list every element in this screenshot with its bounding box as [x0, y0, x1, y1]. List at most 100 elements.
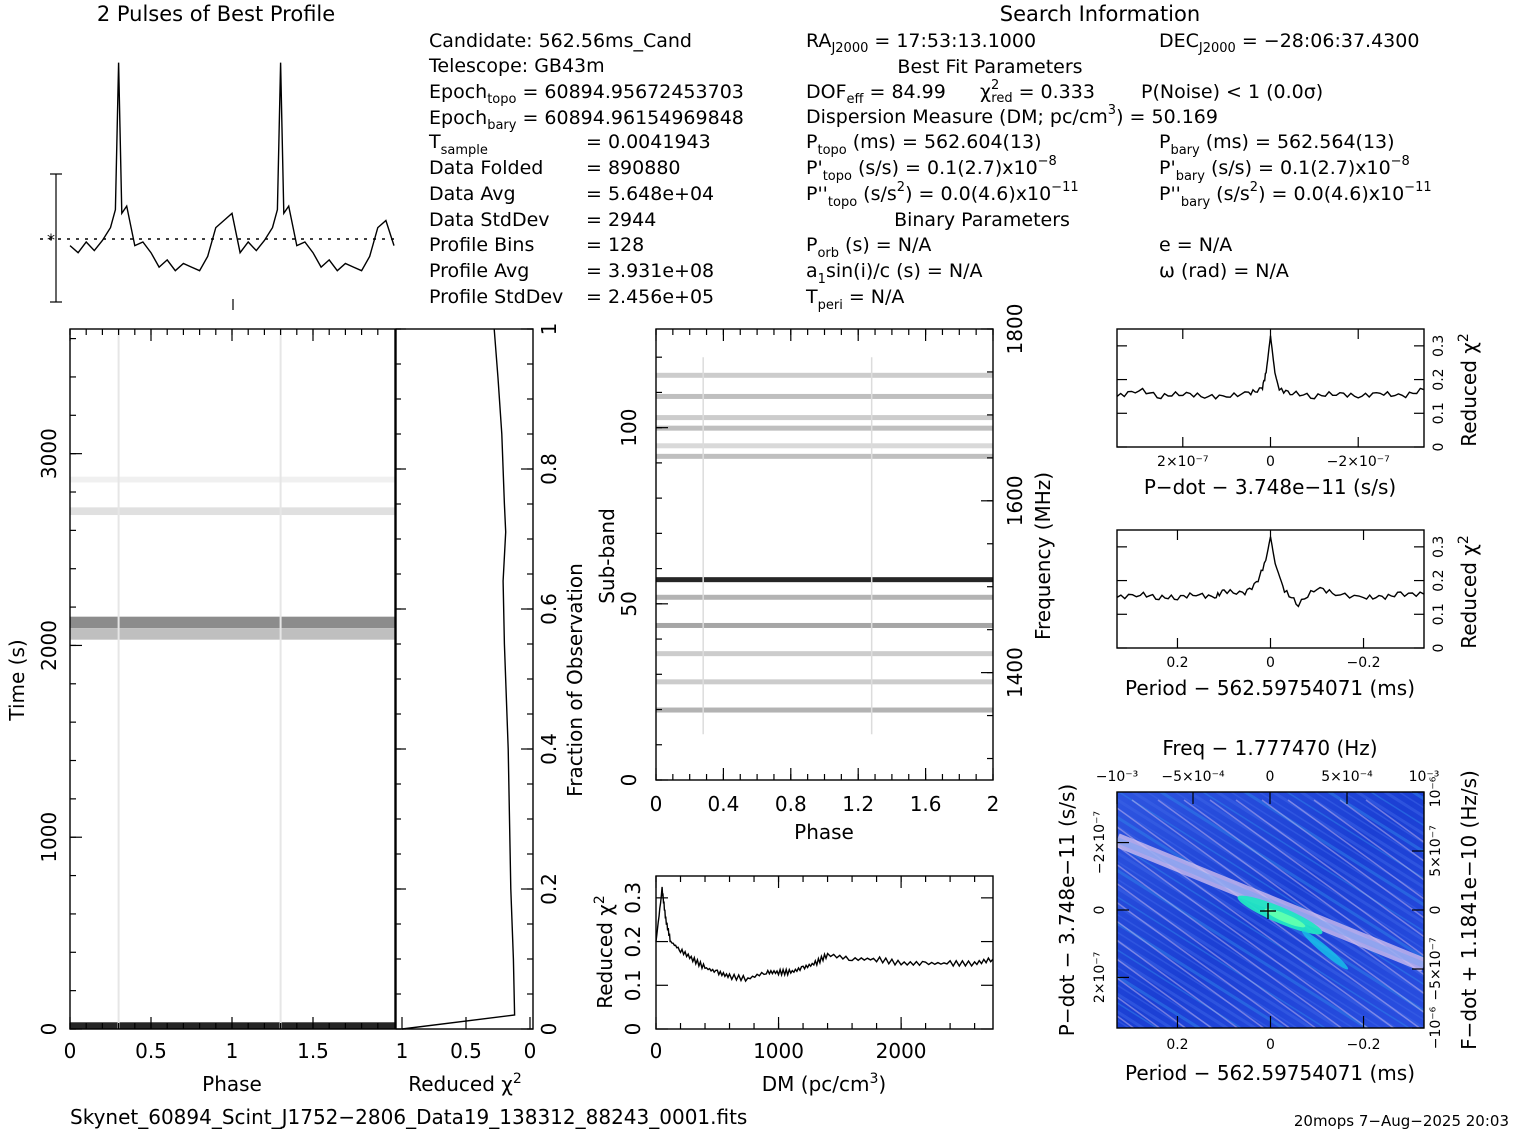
a1-line: a1sin(i)/c (s) = N/A [806, 260, 982, 287]
ppdot-stripe [1145, 792, 1424, 968]
ppdot-top-tick: 10⁻³ [1409, 769, 1440, 785]
pdot-xlabel: P−dot − 3.748e−11 (s/s) [1144, 475, 1396, 499]
ppdot-stripe [1117, 966, 1215, 1028]
ppdot-secondary-lobe [1301, 930, 1349, 970]
ppdot-stripe [1117, 992, 1174, 1028]
ppdot-faint-streak [1183, 799, 1424, 976]
subband-xtick: 0 [650, 792, 663, 816]
ppdot-xtick: 0.2 [1166, 1037, 1188, 1053]
ppdot-faint-streak [1117, 844, 1369, 1028]
ppdot-y2tick: 5×10⁻⁷ [1428, 825, 1444, 876]
ppdot-ytick: 0 [1092, 906, 1108, 915]
time-phase-ytick: 3000 [37, 428, 61, 479]
time-phase-ytick: 2000 [37, 620, 61, 671]
chi2-fraction-xlabel: Reduced χ2 [408, 1071, 522, 1096]
subband-bands [656, 357, 993, 735]
pdLine-xtick: 2×10⁻⁷ [1157, 454, 1208, 470]
ppdot-best-marker [1260, 903, 1276, 919]
period-frame [1116, 529, 1425, 649]
chi2-fraction-xtick: 1 [396, 1039, 409, 1063]
search-info: RAJ2000 = 17:53:13.1000 DECJ2000 = −28:06:… [805, 30, 1432, 313]
dm-ylabel: Reduced χ2 [592, 895, 617, 1009]
subband-band [656, 393, 993, 399]
ppdot-stripe [1285, 792, 1424, 880]
pdLine-ytick: 0.2 [1431, 368, 1447, 390]
candidate-info: Candidate: 562.56ms_Cand Telescope: GB43… [428, 30, 744, 308]
ppdot-faint-streak [1117, 996, 1161, 1028]
ppdot-stripe [1341, 792, 1424, 844]
binary-params-title: Binary Parameters [894, 209, 1070, 231]
subband-y2tick: 1400 [1003, 647, 1027, 698]
subband-ticks: 0 0.4 0.8 1.2 1.6 2 0 50 100 1400 1600 1800 [617, 304, 1027, 816]
chi2-fraction-xtick: 0.5 [450, 1039, 482, 1063]
ppdot-stripe [1117, 948, 1243, 1028]
subband-band [656, 622, 993, 628]
search-info-title: Search Information [1000, 2, 1200, 26]
ppdot-title: Freq − 1.777470 (Hz) [1162, 736, 1377, 760]
ppdot-faint-streak [1117, 882, 1317, 1028]
ppdot-stripe [1117, 895, 1327, 1028]
subband-band [656, 707, 993, 713]
subband-ytick: 50 [617, 591, 641, 616]
ppdot-y2tick: −5×10⁻⁷ [1428, 937, 1444, 1000]
ppdot-faint-streak [1117, 901, 1291, 1028]
ptopo-line: Ptopo (ms) = 562.604(13) [806, 131, 1042, 158]
ppdot-stripe [1117, 984, 1187, 1028]
dm-xtick: 2000 [876, 1039, 927, 1063]
ppdot-ylabel: P−dot − 3.748e−11 (s/s) [1055, 784, 1079, 1036]
profile-bins-value: = 128 [586, 234, 644, 256]
dm-chi2-line [655, 886, 994, 983]
ppdot-top-tick: −5×10⁻⁴ [1161, 769, 1225, 785]
time-phase-band [70, 616, 395, 629]
dm-xtick: 0 [650, 1039, 663, 1063]
ppdot-stripe [680, 780, 1100, 1045]
ra-line: RAJ2000 = 17:53:13.1000 [806, 30, 1036, 56]
dm-frame [655, 875, 994, 1030]
best-fit-title: Best Fit Parameters [897, 56, 1082, 78]
ppdot-ticks: 0.2 0 −0.2 −10⁻³ −5×10⁻⁴ 0 5×10⁻⁴ 10⁻³ 2×10⁻⁷ 0 −2… [1092, 769, 1444, 1053]
time-phase-xlabel: Phase [202, 1072, 262, 1096]
profile-avg-value: = 3.931e+08 [586, 260, 714, 282]
ppdot-stripe [1242, 792, 1424, 907]
chi2-fraction-panel: 1 0.5 00 0.2 0.4 0.6 0.8 1 Reduced χ2 Fraction … [395, 323, 587, 1096]
pdot-ticks: 2×10⁻⁷ 0 −2×10⁻⁷ 0 0.1 0.2 0.3 [1117, 329, 1447, 470]
data-folded-value: = 890880 [586, 157, 681, 179]
subband-band [656, 594, 993, 600]
dof-line: DOFeff = 84.99 [806, 81, 946, 107]
subband-band [656, 651, 993, 657]
time-phase-background [70, 329, 395, 1029]
subband-band [656, 415, 993, 421]
chi2-fraction-ytick: 1 [537, 323, 561, 336]
ppdot-stripe [1117, 842, 1411, 1028]
ppdot-y2tick: −10⁻⁶ [1428, 1006, 1444, 1049]
time-phase-xtick: 0 [64, 1039, 77, 1063]
tperi-line: Tperi = N/A [805, 286, 904, 313]
omega-line: ω (rad) = N/A [1159, 260, 1289, 282]
subband-band [656, 577, 993, 583]
profile-stddev-label: Profile StdDev [429, 286, 563, 308]
ppdot-faint-streak [1287, 799, 1424, 900]
ppdot-stripe [1130, 792, 1424, 978]
pdot-topo-line: P'topo (s/s) = 0.1(2.7)x10−8 [806, 154, 1057, 184]
subband-xtick: 2 [987, 792, 1000, 816]
epoch-topo-line: Epochtopo = 60894.95672453703 [429, 81, 744, 107]
time-phase-xtick: 1 [226, 1039, 239, 1063]
ppdot-stripe [1201, 792, 1424, 933]
subband-y2tick: 1800 [1003, 304, 1027, 355]
dm-ytick: 0.1 [621, 969, 645, 1001]
subband-band [656, 679, 993, 685]
subband-background [656, 329, 993, 780]
peLine-ytick: 0.2 [1431, 569, 1447, 591]
subband-band [656, 425, 993, 431]
time-phase-panel: 0 0.5 1 1.5 0 1000 2000 3000 Phase Time (s) [5, 328, 396, 1096]
time-phase-xtick: 1.5 [297, 1039, 329, 1063]
ppdot-faint-streak [1117, 920, 1265, 1028]
pdot-bary-line: P'bary (s/s) = 0.1(2.7)x10−8 [1159, 154, 1410, 184]
pdLine-ytick: 0 [1431, 443, 1447, 452]
footer-stamp: 20mops 7−Aug−2025 20:03 [1294, 1112, 1509, 1130]
time-phase-ytick: 1000 [37, 812, 61, 863]
ppdot-stripe [1117, 886, 1342, 1028]
subband-ytick: 100 [617, 409, 641, 447]
peLine-xtick: 0 [1266, 655, 1275, 671]
